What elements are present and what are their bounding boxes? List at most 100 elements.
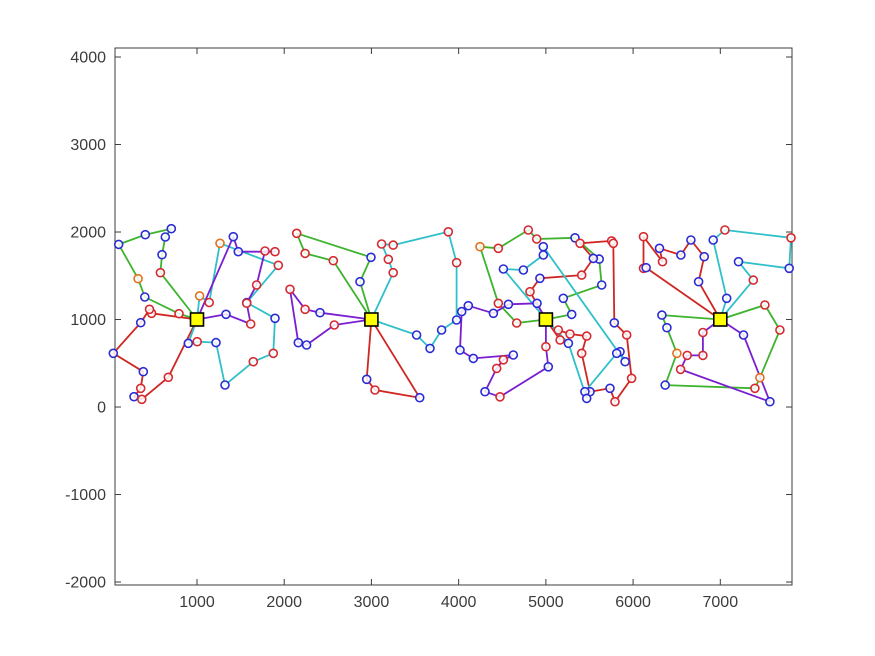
customer-node (138, 366, 149, 377)
customer-node (414, 392, 425, 403)
customer-node (733, 256, 744, 267)
y-tick-label: -1000 (65, 487, 106, 504)
customer-node (660, 380, 671, 390)
customer-node (273, 260, 284, 271)
depot-marker (364, 312, 379, 327)
customer-node (686, 235, 696, 245)
customer-node (721, 293, 732, 304)
customer-node (654, 243, 665, 254)
customer-node (493, 243, 504, 254)
customer-node (160, 232, 171, 242)
customer-node (270, 246, 280, 257)
customer-node (498, 354, 509, 365)
customer-node (535, 273, 545, 284)
customer-node (786, 233, 796, 243)
customer-node (676, 250, 686, 260)
customer-node (672, 348, 682, 359)
customer-node (532, 298, 542, 309)
customer-node (451, 257, 462, 268)
x-tick-label: 3000 (354, 594, 390, 611)
customer-node (455, 345, 465, 355)
customer-node (166, 223, 177, 234)
customer-node (388, 240, 399, 250)
customer-node (355, 276, 365, 287)
customer-node (555, 335, 565, 345)
customer-node (563, 338, 574, 349)
customer-node (425, 343, 435, 354)
customer-node (245, 319, 256, 329)
customer-node (463, 300, 474, 311)
customer-node (155, 267, 166, 278)
customer-node (285, 284, 295, 295)
customer-node (133, 273, 143, 284)
customer-node (211, 337, 221, 348)
customer-node (480, 386, 490, 397)
route-polyline-purple (196, 235, 276, 325)
customer-node (541, 341, 551, 352)
customer-node (720, 225, 730, 235)
customer-node (383, 254, 394, 265)
customer-node (508, 350, 519, 360)
customer-node (538, 241, 549, 252)
customer-node (576, 270, 587, 280)
customer-node (543, 361, 554, 372)
customer-node (518, 265, 529, 275)
customer-node (270, 313, 280, 324)
customer-node (576, 348, 587, 359)
customer-node (750, 383, 760, 394)
customer-node (135, 317, 146, 328)
customer-node (605, 383, 615, 394)
customer-node (220, 380, 230, 390)
depot-marker (712, 312, 728, 327)
route-polyline-purple (459, 302, 550, 398)
customer-node (596, 280, 607, 290)
customer-node (366, 252, 376, 263)
customer-node (183, 338, 194, 349)
x-tick-label: 7000 (703, 594, 739, 611)
customer-node (575, 238, 585, 249)
customer-node (755, 372, 765, 383)
customer-node (620, 356, 630, 367)
customer-node (748, 275, 759, 285)
customer-node (329, 320, 340, 330)
customer-node (621, 330, 632, 340)
y-tick-label: 2000 (70, 225, 106, 242)
customer-node (608, 238, 619, 249)
customer-node (495, 391, 505, 402)
customer-node (698, 350, 708, 361)
customer-node (140, 292, 150, 302)
customer-node (204, 297, 214, 308)
customer-node (194, 291, 205, 301)
customer-node (699, 251, 710, 262)
customer-node (475, 241, 485, 252)
customer-node (488, 308, 499, 319)
customer-node (144, 304, 155, 315)
customer-node (315, 307, 325, 318)
customer-node (558, 293, 569, 304)
x-tick-label: 1000 (179, 594, 215, 611)
customer-node (361, 374, 372, 385)
x-tick-label: 5000 (528, 594, 564, 611)
x-tick-label: 4000 (441, 594, 477, 611)
customer-node (775, 325, 785, 335)
customer-node (626, 373, 637, 384)
customer-node (300, 304, 310, 315)
customer-node (140, 229, 151, 240)
x-tick-label: 6000 (615, 594, 651, 611)
y-tick-label: 1000 (70, 312, 106, 329)
y-tick-label: 4000 (70, 50, 106, 67)
customer-node (611, 348, 622, 359)
customer-node (241, 298, 252, 309)
customer-node (215, 238, 225, 249)
customer-node (113, 239, 124, 250)
customer-node (523, 225, 534, 235)
customer-node (638, 231, 649, 242)
customer-node (260, 246, 270, 256)
customer-node (531, 234, 542, 244)
customer-node (765, 396, 775, 407)
route-polyline-green (661, 304, 781, 390)
customer-node (565, 329, 575, 339)
customer-node (300, 248, 310, 259)
customer-node (581, 331, 592, 341)
